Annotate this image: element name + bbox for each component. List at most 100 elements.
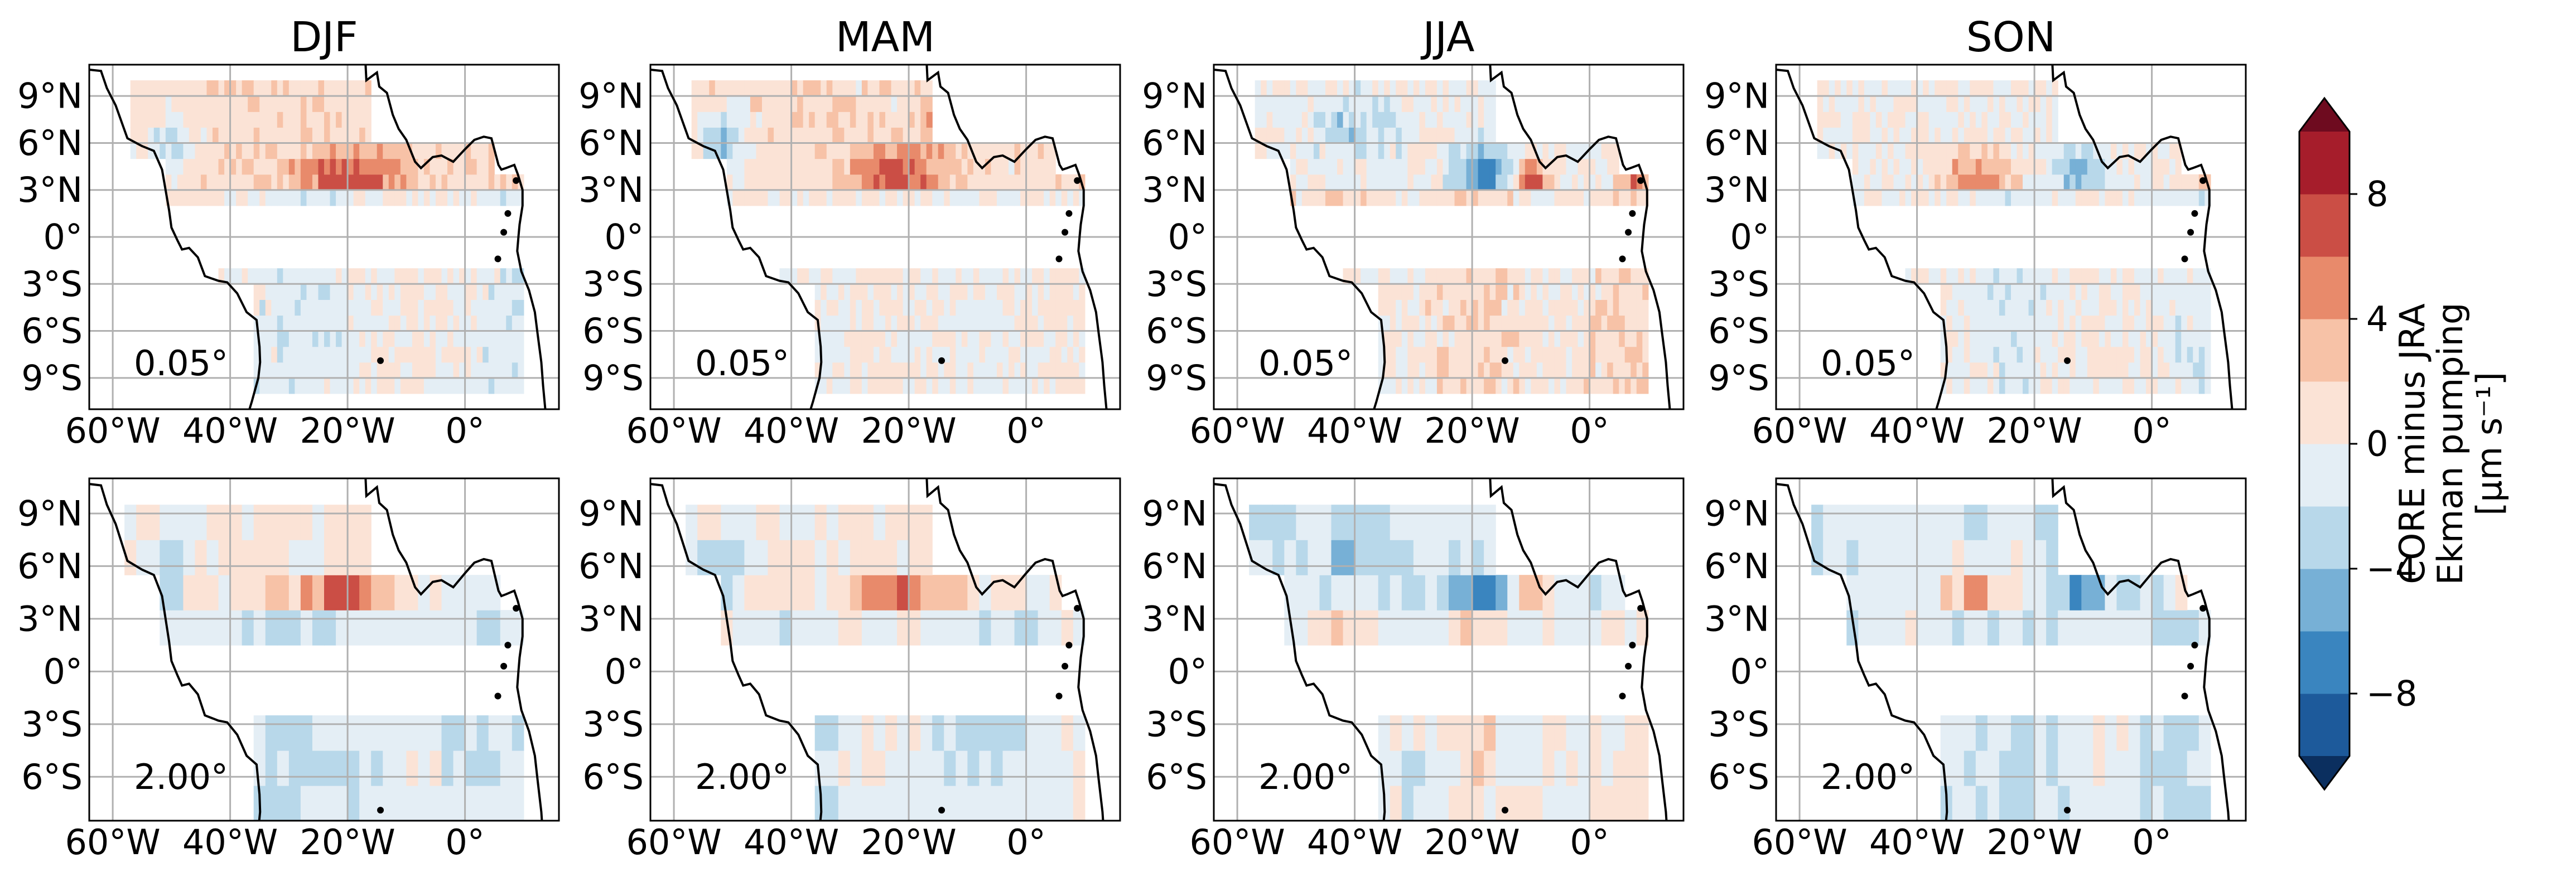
field-cell — [1079, 362, 1086, 379]
field-cell — [897, 715, 909, 751]
field-cell — [956, 268, 962, 284]
y-tick-label: 3°S — [1146, 264, 1207, 304]
field-cell — [1607, 315, 1614, 332]
field-cell — [1460, 610, 1473, 646]
field-cell — [400, 190, 407, 206]
field-cell — [1940, 610, 1953, 646]
field-cell — [1049, 610, 1062, 646]
field-cell — [1917, 80, 1923, 96]
field-cell — [1026, 158, 1033, 175]
field-cell — [1055, 377, 1062, 394]
field-cell — [288, 505, 301, 540]
field-cell — [195, 174, 201, 191]
field-cell — [1531, 346, 1537, 363]
field-cell — [124, 505, 137, 540]
field-cell — [1472, 190, 1479, 206]
field-cell — [1624, 750, 1637, 786]
field-cell — [2187, 377, 2193, 394]
field-cell — [318, 362, 325, 379]
field-cell — [1290, 80, 1296, 96]
field-cell — [1049, 190, 1056, 206]
field-cell — [1496, 158, 1502, 175]
field-cell — [861, 80, 869, 96]
field-cell — [488, 715, 501, 751]
field-cell — [1419, 377, 1426, 394]
field-cell — [885, 158, 892, 175]
field-cell — [903, 315, 909, 332]
x-tick-label: 40°W — [182, 410, 278, 451]
x-tick-label: 40°W — [1869, 410, 1965, 451]
field-cell — [1032, 174, 1039, 191]
field-cell — [1999, 284, 2006, 300]
field-cell — [949, 315, 956, 332]
field-cell — [721, 143, 727, 159]
gridlines — [89, 478, 559, 821]
field-cell — [1020, 346, 1027, 363]
field-cell — [136, 96, 143, 112]
field-cell — [377, 362, 383, 379]
field-cell — [920, 377, 927, 394]
field-cell — [2110, 284, 2117, 300]
field-cell — [1407, 315, 1414, 332]
field-cell — [867, 158, 874, 175]
field-cell — [2169, 143, 2176, 159]
field-cell — [1864, 190, 1870, 206]
field-cell — [1928, 112, 1935, 128]
field-cell — [709, 112, 716, 128]
field-cell — [903, 158, 909, 175]
field-cell — [300, 315, 307, 332]
field-cell — [171, 143, 178, 159]
field-cell — [1554, 315, 1561, 332]
field-cell — [2163, 346, 2170, 363]
field-cell — [2070, 174, 2076, 191]
field-cell — [1858, 575, 1870, 610]
field-cell — [200, 112, 208, 128]
field-cell — [1893, 143, 1900, 159]
field-cell — [1987, 715, 2000, 751]
field-cell — [2087, 331, 2093, 347]
field-cell — [779, 540, 792, 575]
field-cell — [1835, 505, 1847, 540]
field-cell — [2034, 190, 2041, 206]
field-cell — [441, 284, 448, 300]
field-cell — [873, 127, 880, 144]
field-cell — [359, 575, 372, 610]
field-cell — [1460, 96, 1467, 112]
field-cell — [1266, 80, 1273, 96]
field-cell — [944, 362, 951, 379]
field-cell — [1858, 505, 1870, 540]
field-cell — [1466, 346, 1473, 363]
field-cell — [383, 315, 389, 332]
field-cell — [1882, 127, 1888, 144]
field-cell — [867, 127, 874, 144]
field-cell — [1566, 143, 1572, 159]
island-marker — [1629, 642, 1636, 649]
field-cell — [1002, 346, 1009, 363]
field-cell — [465, 715, 477, 751]
field-cell — [1513, 268, 1519, 284]
field-cell — [873, 505, 886, 540]
field-cell — [838, 112, 845, 128]
field-cell — [2052, 96, 2058, 112]
field-cell — [383, 190, 389, 206]
field-cell — [1449, 268, 1455, 284]
field-cell — [2116, 346, 2123, 363]
field-cell — [979, 284, 986, 300]
field-cell — [1425, 112, 1432, 128]
field-cell — [277, 315, 283, 332]
field-cell — [1964, 610, 1976, 646]
field-cell — [236, 158, 243, 175]
field-cell — [1349, 174, 1355, 191]
field-cell — [471, 331, 477, 347]
field-cell — [441, 750, 454, 786]
field-cell — [1073, 315, 1079, 332]
field-cell — [861, 786, 874, 821]
field-cell — [709, 127, 716, 144]
field-cell — [230, 96, 237, 112]
field-cell — [1466, 362, 1473, 379]
field-cell — [926, 127, 933, 144]
field-cell — [932, 299, 939, 316]
field-cell — [1372, 143, 1379, 159]
field-cell — [336, 284, 342, 300]
field-cell — [2198, 750, 2211, 786]
